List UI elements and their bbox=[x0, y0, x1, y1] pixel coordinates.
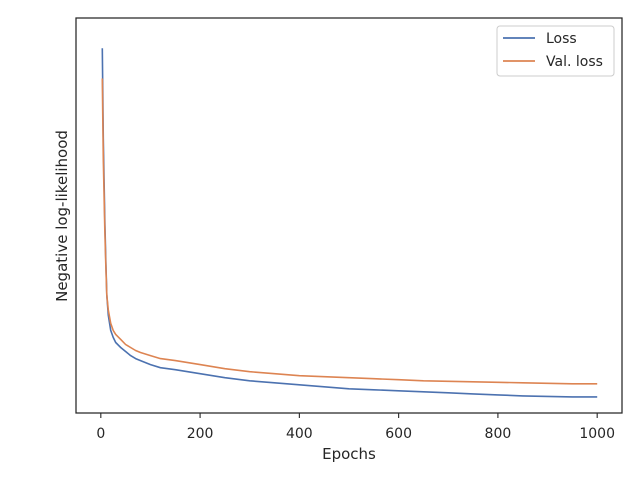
x-tick-label: 1000 bbox=[579, 426, 615, 442]
y-axis-label: Negative log-likelihood bbox=[53, 130, 71, 302]
legend-label-val-loss: Val. loss bbox=[546, 54, 603, 70]
x-tick-label: 200 bbox=[187, 426, 214, 442]
plot-background bbox=[76, 18, 622, 413]
x-tick-label: 600 bbox=[385, 426, 412, 442]
legend-label-loss: Loss bbox=[546, 31, 577, 47]
legend: Loss Val. loss bbox=[496, 25, 615, 77]
plot-frame bbox=[75, 17, 623, 414]
series-line-loss bbox=[101, 48, 598, 398]
x-tick-label: 0 bbox=[96, 426, 105, 442]
series-layer bbox=[101, 48, 598, 398]
x-ticks: 0 200 400 600 800 1000 bbox=[96, 413, 615, 442]
x-tick-label: 400 bbox=[286, 426, 313, 442]
x-axis-label: Epochs bbox=[322, 445, 376, 463]
x-tick-label: 800 bbox=[485, 426, 512, 442]
series-line-val-loss bbox=[101, 78, 598, 385]
